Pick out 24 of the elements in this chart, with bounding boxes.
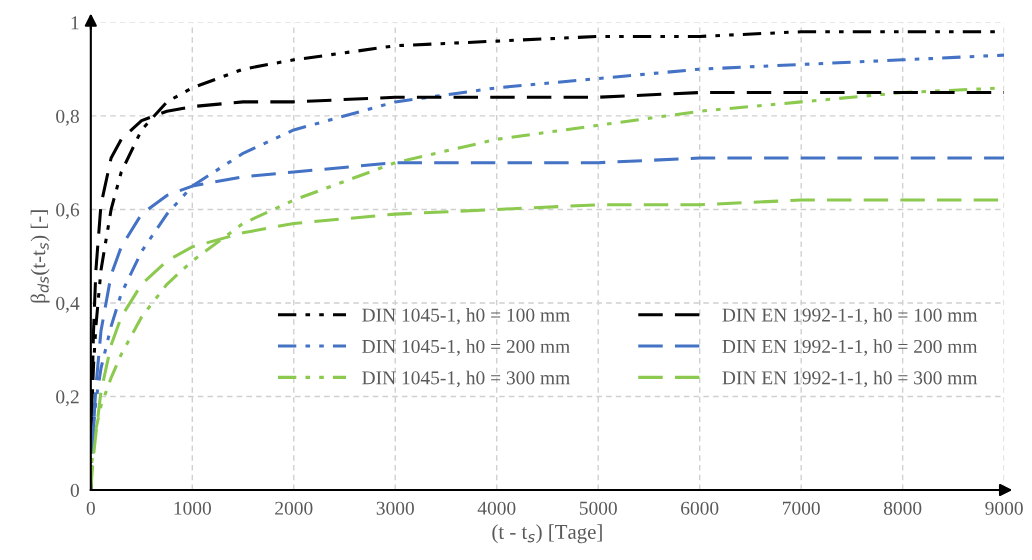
y-tick-label: 0,4 — [56, 296, 80, 313]
x-tick-label: 7000 — [783, 501, 820, 515]
x-axis-title: (t - t$_{s}$) [Tage] — [492, 524, 602, 544]
y-tick-label: 0,6 — [56, 203, 80, 220]
legend-label: DIN EN 1992-1-1, h0 = 100 mm — [722, 307, 978, 325]
y-axis-title: β$_{ds}$(t-t$_{s}$) [-] — [30, 210, 50, 303]
y-tick-label: 0,2 — [56, 390, 79, 407]
legend-label: DIN 1045-1, h0 = 300 mm — [362, 370, 570, 388]
x-tick-label: 3000 — [376, 501, 414, 515]
y-tick-label: 0,8 — [56, 109, 79, 126]
x-tick-label: 4000 — [477, 501, 516, 515]
x-tick-label: 5000 — [579, 501, 617, 515]
legend-label: DIN 1045-1, h0 = 100 mm — [362, 307, 570, 325]
x-tick-label: 8000 — [883, 501, 922, 515]
x-tick-label: 6000 — [681, 501, 719, 515]
legend-label: DIN 1045-1, h0 = 200 mm — [362, 339, 570, 356]
x-tick-label: 2000 — [275, 501, 313, 515]
legend-label: DIN EN 1992-1-1, h0 = 200 mm — [722, 339, 978, 356]
x-tick-label: 0 — [86, 501, 95, 515]
legend-label: DIN EN 1992-1-1, h0 = 300 mm — [722, 370, 978, 388]
x-tick-label: 1000 — [174, 501, 211, 515]
y-tick-label: 1 — [71, 16, 79, 30]
x-tick-label: 9000 — [985, 501, 1023, 515]
y-tick-label: 0 — [70, 483, 79, 497]
